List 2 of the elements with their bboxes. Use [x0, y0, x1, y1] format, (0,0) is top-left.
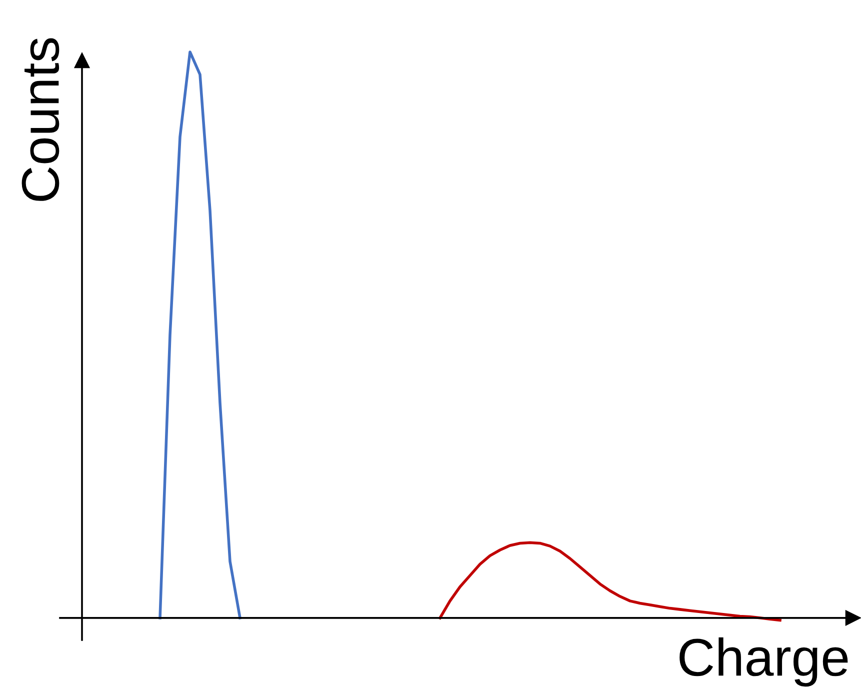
- x-axis-title: Charge: [680, 637, 848, 687]
- y-axis-title: Counts: [22, 38, 60, 201]
